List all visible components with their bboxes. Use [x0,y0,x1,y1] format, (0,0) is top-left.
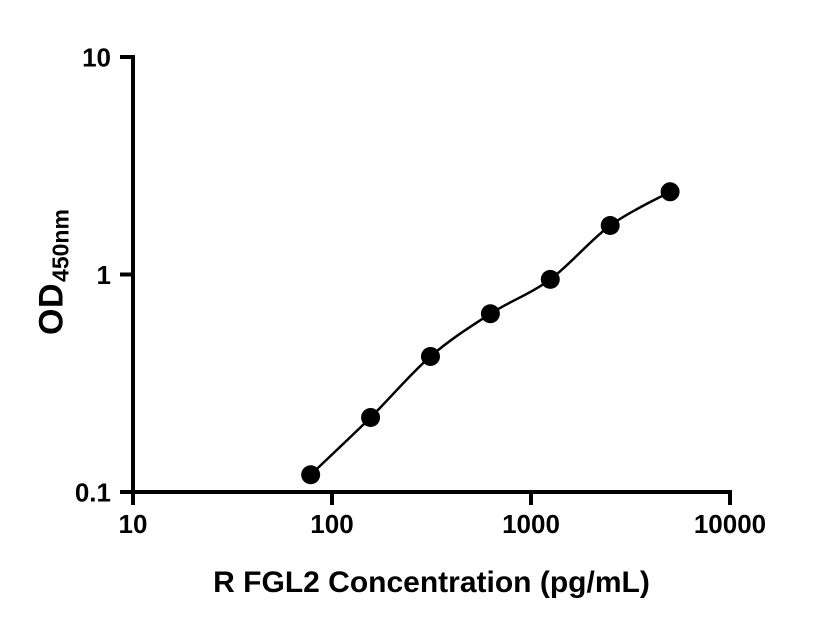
y-axis-title-subscript: 450nm [47,209,74,282]
data-point-2 [420,346,440,366]
data-point-3 [480,304,500,324]
data-point-0 [301,465,321,485]
y-tick-label: 10 [82,42,111,72]
y-tick-label: 0.1 [75,477,111,507]
x-tick-label: 10000 [694,509,766,539]
y-axis-title: OD450nm [32,209,74,335]
axis-frame [131,55,732,494]
data-point-5 [600,215,620,235]
x-axis-title: R FGL2 Concentration (pg/mL) [213,566,650,599]
data-point-1 [361,408,381,428]
data-point-6 [660,182,680,202]
x-tick-label: 1000 [502,509,560,539]
y-axis-title-main: OD [32,282,71,335]
data-point-4 [540,269,560,289]
x-tick-label: 10 [119,509,148,539]
x-tick-label: 100 [310,509,353,539]
y-tick-label: 1 [97,260,111,290]
standard-curve-line [309,190,671,476]
